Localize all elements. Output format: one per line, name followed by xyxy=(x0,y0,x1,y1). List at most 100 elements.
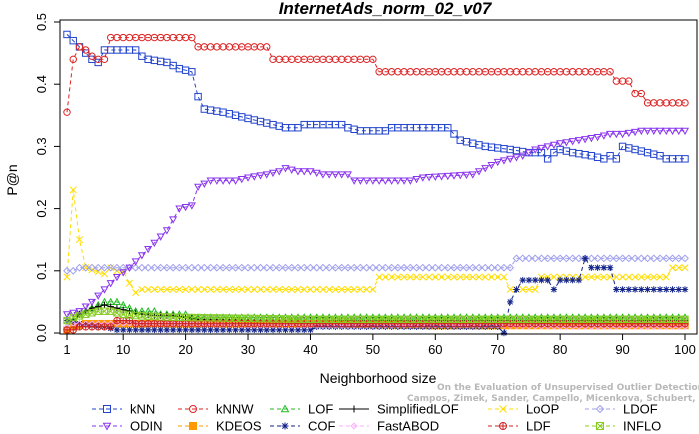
data-point-loop xyxy=(157,285,165,294)
data-point-odin xyxy=(312,169,321,178)
data-point-loop xyxy=(82,264,90,272)
data-point-loop xyxy=(668,264,677,272)
data-point-inflo xyxy=(294,315,302,323)
data-point-loop xyxy=(263,285,271,294)
data-point-cof xyxy=(157,326,164,334)
data-point-ldof xyxy=(412,263,421,272)
data-point-simplifiedlof xyxy=(119,306,127,313)
data-point-loop xyxy=(388,273,396,281)
data-point-fastabod xyxy=(681,323,689,331)
data-point-ldof xyxy=(550,254,558,263)
data-point-ldf xyxy=(156,319,165,328)
data-point-odin xyxy=(287,166,296,174)
data-point-loop xyxy=(281,285,290,294)
legend-item-inflo: INFLO xyxy=(585,419,661,434)
data-point-loop xyxy=(325,285,333,294)
data-point-cof xyxy=(119,326,127,334)
data-point-odin xyxy=(144,245,153,254)
data-point-fastabod xyxy=(363,322,370,329)
data-point-ldof xyxy=(250,263,259,272)
data-point-ldof xyxy=(138,263,146,272)
data-point-loop xyxy=(275,285,283,294)
legend-label: LDOF xyxy=(623,402,658,417)
data-point-loop xyxy=(213,285,221,294)
data-point-cof xyxy=(307,326,314,334)
data-point-inflo xyxy=(169,313,177,321)
data-point-loop xyxy=(550,273,558,281)
data-point-cof xyxy=(294,326,302,334)
data-point-loop xyxy=(400,273,408,281)
data-point-odin xyxy=(87,298,97,307)
data-point-odin xyxy=(662,127,671,136)
data-point-odin xyxy=(468,171,477,179)
data-point-ldof xyxy=(406,263,415,272)
data-point-odin xyxy=(150,239,159,248)
data-point-inflo xyxy=(631,315,639,324)
data-point-ldof xyxy=(88,263,96,272)
data-point-cof xyxy=(594,264,601,271)
data-point-ldf xyxy=(681,319,689,328)
data-point-cof xyxy=(201,326,208,334)
data-point-odin xyxy=(106,280,115,288)
data-point-odin xyxy=(387,177,396,185)
data-point-ldof xyxy=(593,254,602,263)
y-tick-label: 0.5 xyxy=(34,13,49,31)
data-point-ldof xyxy=(244,263,252,272)
data-point-ldof xyxy=(275,263,284,272)
data-point-fastabod xyxy=(669,323,676,331)
data-point-loop xyxy=(500,273,508,281)
data-point-ldof xyxy=(350,263,359,272)
data-point-ldf xyxy=(88,323,96,331)
data-point-loop xyxy=(269,285,277,294)
data-point-odin xyxy=(481,165,490,173)
data-point-fastabod xyxy=(382,322,389,329)
legend-label: INFLO xyxy=(623,419,661,434)
data-point-odin xyxy=(243,174,253,182)
data-point-loop xyxy=(188,285,196,294)
data-point-odin xyxy=(337,171,346,179)
plot-frame xyxy=(59,19,698,335)
data-point-inflo xyxy=(681,315,689,324)
y-axis-label: P@n xyxy=(4,164,20,195)
legend-item-knnw: kNNW xyxy=(178,402,254,417)
data-point-knnw xyxy=(75,43,84,51)
data-point-odin xyxy=(219,177,228,185)
data-point-fastabod xyxy=(338,322,345,329)
data-point-odin xyxy=(587,135,596,143)
data-point-knn xyxy=(593,153,602,161)
data-point-cof xyxy=(500,329,508,337)
data-point-loop xyxy=(338,285,346,294)
data-point-fastabod xyxy=(257,322,264,329)
data-point-cof xyxy=(257,326,264,334)
legend-marker-knnw xyxy=(189,405,197,413)
data-point-cof xyxy=(606,264,614,271)
data-point-ldof xyxy=(319,263,327,272)
data-point-knn xyxy=(69,36,77,45)
data-point-odin xyxy=(194,183,203,192)
data-point-ldof xyxy=(656,254,664,263)
data-point-cof xyxy=(581,255,589,262)
data-point-odin xyxy=(375,177,384,185)
data-point-cof xyxy=(563,276,570,284)
data-point-odin xyxy=(362,177,371,185)
data-point-cof xyxy=(288,326,295,334)
data-point-fastabod xyxy=(300,322,308,329)
data-point-ldf xyxy=(69,326,77,334)
data-point-inflo xyxy=(444,315,452,324)
data-point-fastabod xyxy=(419,322,427,329)
data-point-fastabod xyxy=(625,323,633,331)
data-point-fastabod xyxy=(313,322,320,329)
data-point-knn xyxy=(344,124,352,132)
data-point-ldof xyxy=(75,263,84,272)
data-point-cof xyxy=(188,326,196,334)
data-point-cof xyxy=(507,298,514,306)
data-point-fastabod xyxy=(394,322,402,329)
data-point-knnw xyxy=(606,68,614,76)
legend-label: kNN xyxy=(130,402,155,417)
data-point-cof xyxy=(625,286,633,293)
data-point-knnw xyxy=(369,55,377,64)
data-point-odin xyxy=(631,128,640,137)
legend-item-odin: ODIN xyxy=(92,419,163,434)
legend-item-fastabod: FastABOD xyxy=(339,419,439,434)
data-point-ldof xyxy=(475,263,483,272)
